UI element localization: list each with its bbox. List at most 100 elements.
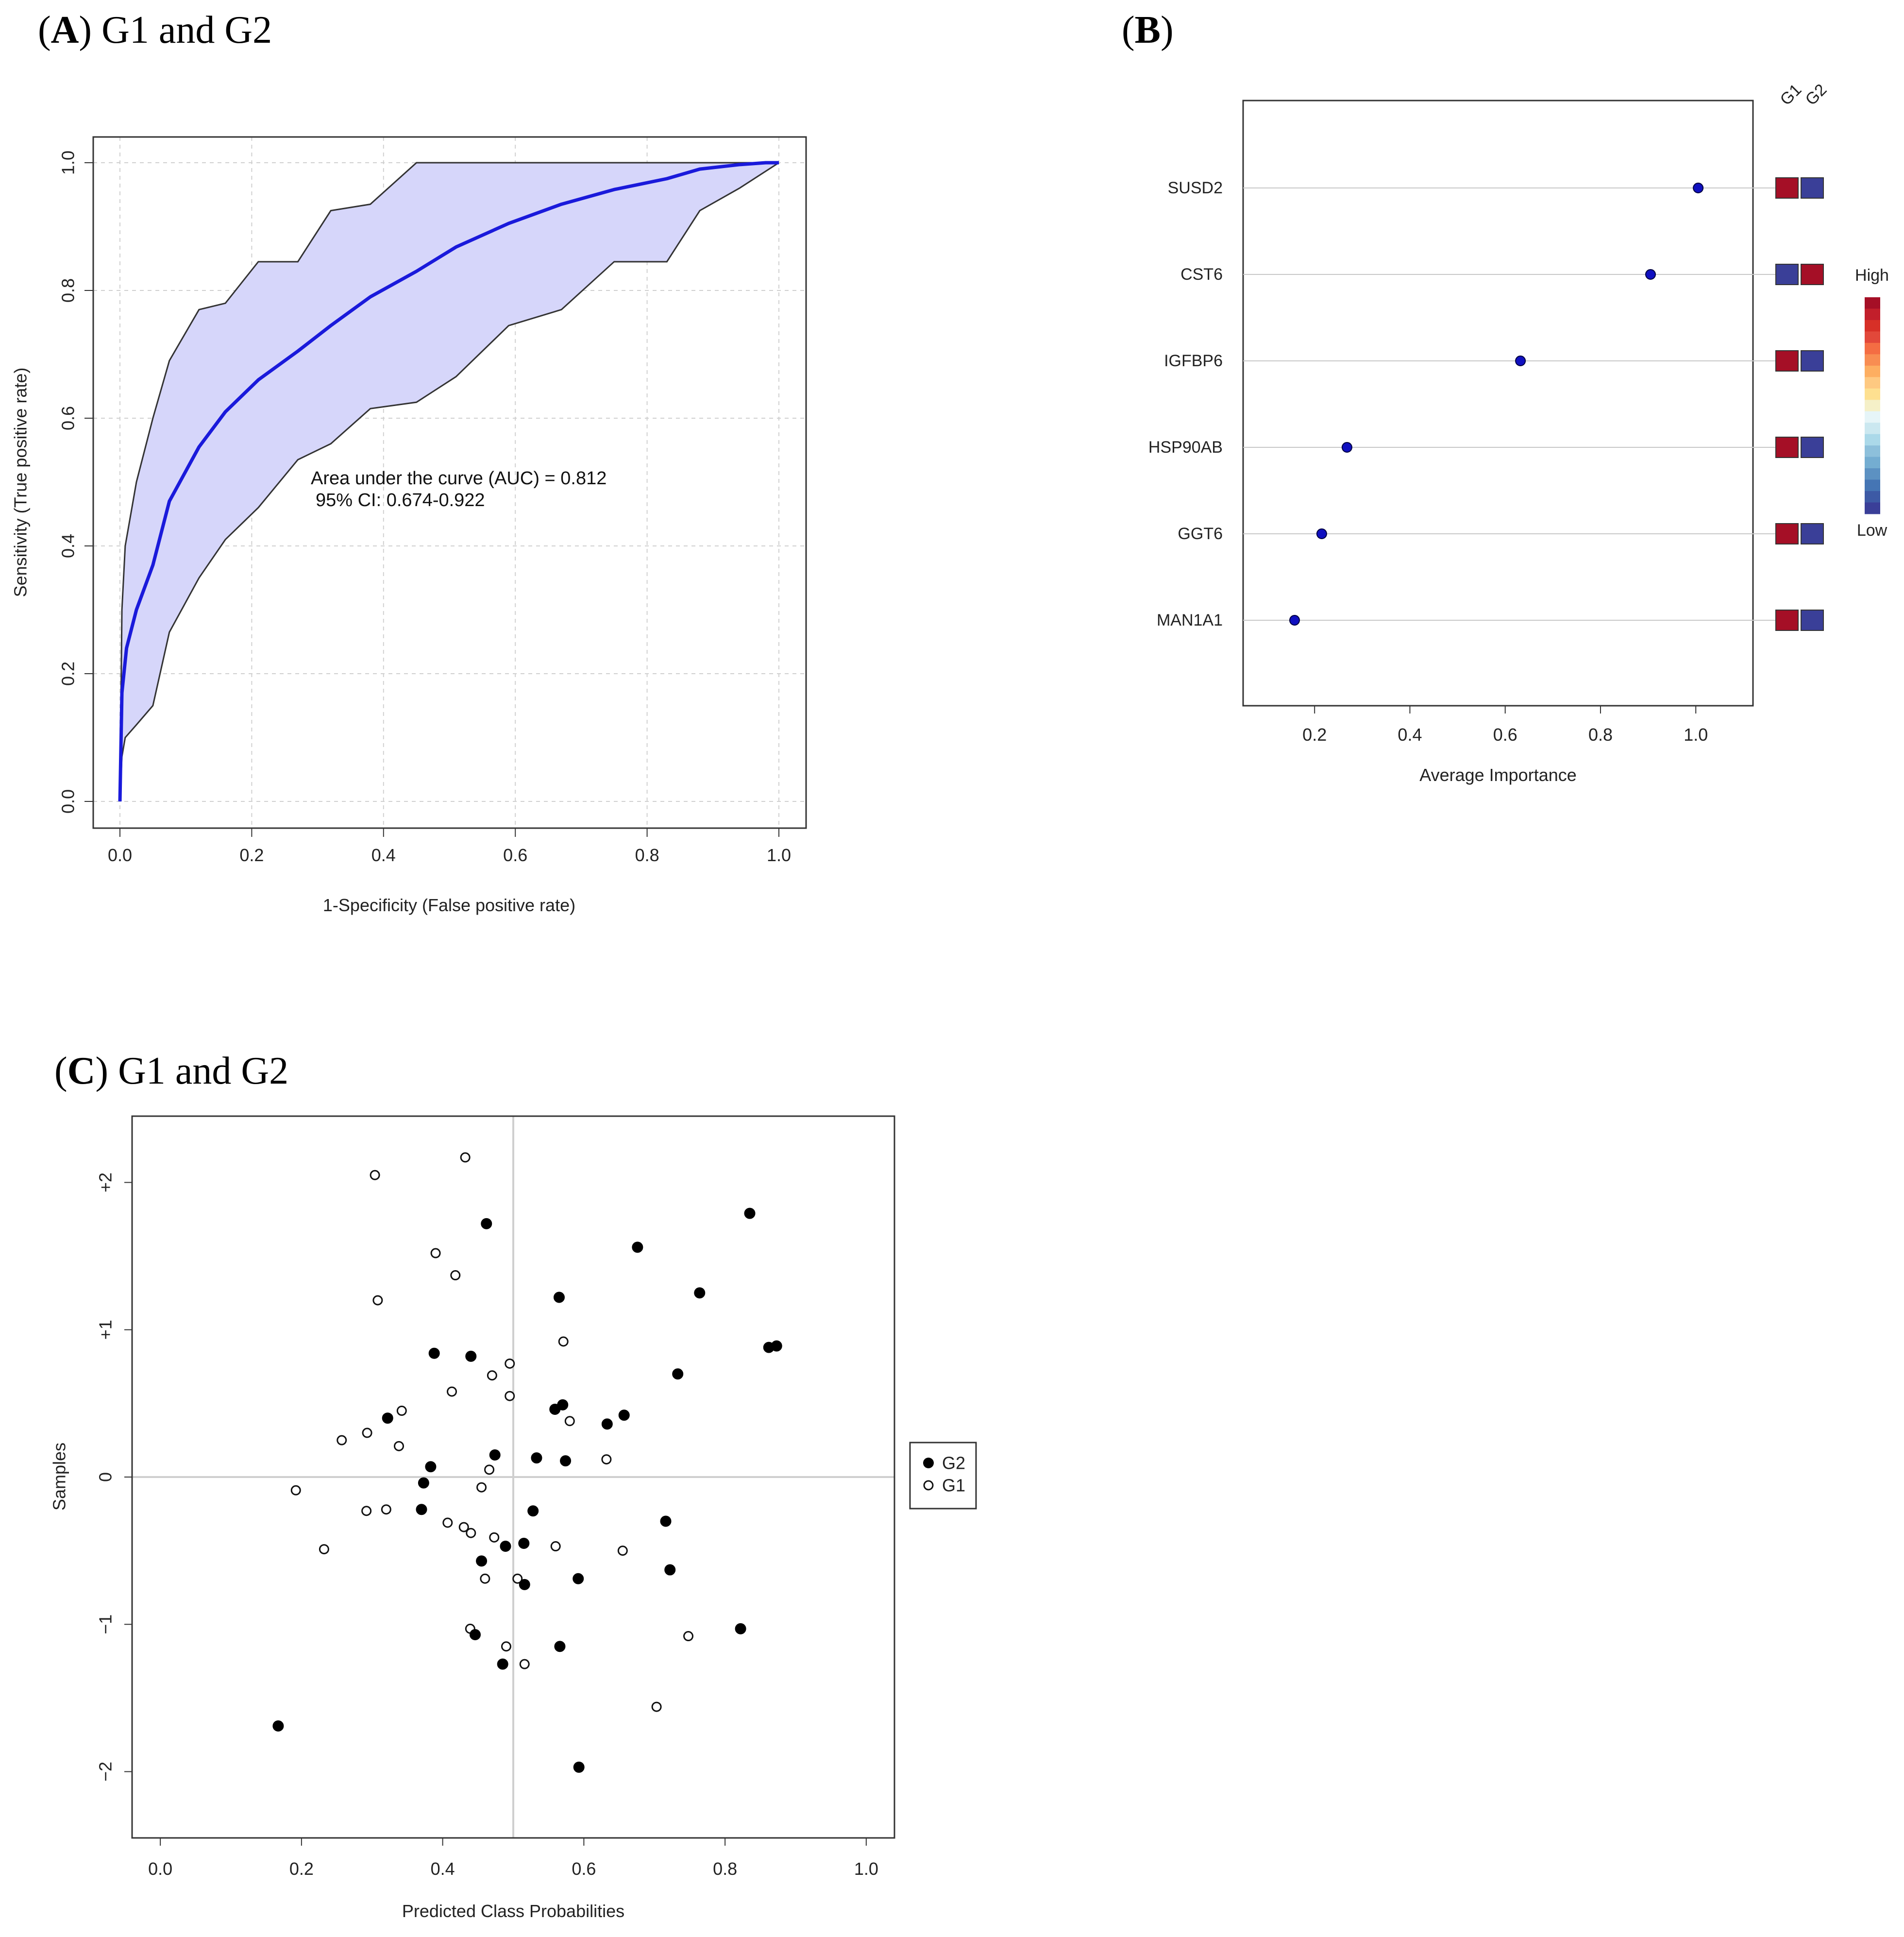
legend-g1-label: G1 — [942, 1476, 965, 1495]
roc-y-tick-label: 0.0 — [58, 789, 78, 814]
g1-point — [617, 1546, 628, 1556]
prob-y-tick-label: +1 — [96, 1320, 116, 1340]
g1-point — [394, 1441, 404, 1451]
colorbar-segment — [1865, 457, 1880, 469]
roc-ci-lower-line — [119, 162, 779, 802]
importance-x-axis-label: Average Importance — [1419, 765, 1577, 785]
panel-b-title: (B) — [1122, 9, 1174, 51]
g2-point — [470, 1629, 481, 1640]
g1-point — [501, 1641, 511, 1652]
g1-point — [519, 1659, 530, 1669]
prob-y-tick-label: −2 — [96, 1762, 116, 1782]
colorbar-segment — [1865, 297, 1880, 309]
roc-ci-upper-line — [119, 162, 779, 802]
g1-point — [505, 1391, 515, 1401]
roc-auc-annotation: Area under the curve (AUC) = 0.812 — [311, 468, 607, 489]
prob-x-tick-label: 0.4 — [431, 1859, 455, 1879]
g2-point — [553, 1291, 565, 1303]
g2-point — [660, 1515, 672, 1527]
panel-a-title: (A) G1 and G2 — [38, 9, 272, 51]
roc-y-axis-label: Sensitivity (True positive rate) — [11, 368, 31, 597]
g2-point — [557, 1399, 569, 1410]
gene-label: HSP90AB — [1148, 438, 1223, 457]
g1-point — [372, 1295, 383, 1306]
roc-y-tick-label: 0.4 — [58, 534, 78, 558]
g2-point — [632, 1241, 643, 1253]
legend-g1-marker — [923, 1480, 934, 1491]
g1-point — [683, 1631, 694, 1642]
g2-point — [735, 1623, 746, 1634]
g2-point — [418, 1477, 429, 1489]
roc-ci-band — [120, 163, 779, 801]
panel-a-title-text: G1 and G2 — [101, 9, 272, 51]
heat-cell-g2 — [1801, 610, 1824, 631]
roc-x-tick-label: 1.0 — [767, 845, 791, 865]
g1-point — [370, 1170, 380, 1180]
panel-b-letter: B — [1134, 9, 1161, 51]
g1-point — [512, 1573, 523, 1584]
roc-x-tick-label: 0.8 — [635, 845, 659, 865]
g2-point — [481, 1218, 492, 1229]
g2-point — [694, 1287, 706, 1299]
g1-point — [458, 1522, 469, 1532]
g1-point — [450, 1270, 461, 1281]
g1-point — [361, 1506, 372, 1516]
importance-point — [1341, 442, 1352, 453]
heat-cell-g1 — [1775, 437, 1799, 458]
panel-a-letter: A — [51, 9, 79, 51]
importance-point — [1289, 615, 1300, 626]
g2-point — [573, 1573, 584, 1584]
g1-point — [442, 1517, 453, 1528]
prob-x-tick-label: 0.6 — [572, 1859, 596, 1879]
g2-point — [519, 1579, 530, 1590]
heat-cell-g2 — [1801, 264, 1824, 285]
g1-point — [381, 1504, 391, 1515]
roc-y-tick-label: 1.0 — [58, 151, 78, 175]
g1-point — [484, 1464, 495, 1475]
colorbar-segment — [1865, 308, 1880, 321]
roc-x-tick-label: 0.6 — [503, 845, 527, 865]
g1-point — [480, 1573, 490, 1584]
roc-x-tick-label: 0.4 — [371, 845, 396, 865]
colorbar-segment — [1865, 320, 1880, 332]
prob-y-tick-label: 0 — [96, 1472, 116, 1482]
g1-point — [447, 1386, 457, 1397]
importance-x-tick-label: 0.8 — [1588, 725, 1613, 745]
heat-cell-g1 — [1775, 177, 1799, 199]
g2-point — [771, 1340, 782, 1352]
importance-point — [1693, 183, 1704, 193]
g2-point — [497, 1658, 508, 1670]
colorbar-high-label: High — [1855, 266, 1889, 285]
g1-point — [430, 1248, 441, 1258]
colorbar-segment — [1865, 411, 1880, 423]
g1-point — [290, 1485, 301, 1495]
colorbar-segment — [1865, 377, 1880, 389]
legend-g2-label: G2 — [942, 1453, 965, 1473]
importance-plot-frame — [1242, 100, 1754, 707]
g2-point — [560, 1455, 572, 1467]
colorbar-segment — [1865, 342, 1880, 355]
colorbar-low-label: Low — [1857, 521, 1887, 540]
g2-point — [744, 1207, 756, 1219]
prob-y-axis-label: Samples — [50, 1443, 69, 1511]
g2-point — [618, 1410, 630, 1421]
importance-point — [1515, 356, 1526, 366]
colorbar-segment — [1865, 365, 1880, 377]
g1-point — [396, 1406, 407, 1416]
g2-point — [425, 1461, 437, 1473]
heat-cell-g1 — [1775, 523, 1799, 544]
prob-legend-box — [909, 1442, 977, 1510]
panel-c-title-text: G1 and G2 — [118, 1050, 289, 1092]
importance-point — [1316, 528, 1327, 539]
g2-point — [476, 1555, 488, 1567]
prob-x-tick-label: 0.0 — [148, 1859, 172, 1879]
colorbar-segment — [1865, 354, 1880, 366]
g2-point — [672, 1368, 684, 1380]
prob-x-tick-label: 1.0 — [854, 1859, 878, 1879]
roc-curve-line — [118, 161, 779, 802]
heat-cell-g2 — [1801, 437, 1824, 458]
g2-point — [518, 1537, 530, 1549]
